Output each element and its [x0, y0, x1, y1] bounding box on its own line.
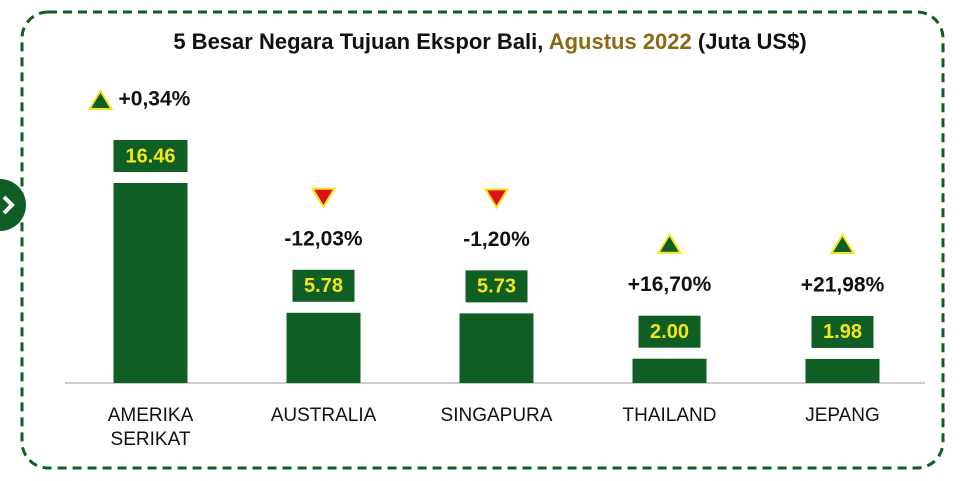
- x-tick-label: JEPANG: [805, 405, 880, 426]
- value-label-box: [638, 315, 701, 348]
- value-label-box: [113, 140, 188, 172]
- bar: [459, 313, 534, 383]
- bar: [286, 312, 361, 383]
- bar: [632, 358, 707, 383]
- chart-title: 5 Besar Negara Tujuan Ekspor Bali, Agust…: [173, 29, 806, 54]
- frame: [20, 10, 945, 470]
- value-label: 5.73: [477, 276, 516, 298]
- value-label: 1.98: [823, 321, 862, 343]
- value-label: 2.00: [650, 321, 689, 343]
- change-label: +21,98%: [801, 273, 885, 296]
- arrow-up: [656, 232, 683, 254]
- value-label-box: [465, 270, 528, 303]
- arrow-up: [87, 89, 114, 110]
- bar: [113, 183, 188, 383]
- change-label: -1,20%: [463, 228, 530, 251]
- change-label: +0,34%: [119, 88, 191, 111]
- nav-chevron: [2, 195, 15, 215]
- x-tick-label: AUSTRALIA: [270, 405, 377, 426]
- x-tick-label: SINGAPURA: [440, 405, 553, 426]
- arrow-down: [483, 188, 510, 210]
- title-main: 5 Besar Negara Tujuan Ekspor Bali,: [173, 29, 543, 54]
- title-unit: (Juta US$): [698, 29, 807, 54]
- x-tick-label: THAILAND: [622, 405, 717, 426]
- change-label: +16,70%: [628, 273, 712, 296]
- value-label-box: [811, 315, 874, 348]
- title-highlight: Agustus 2022: [549, 29, 692, 54]
- value-label: 16.46: [125, 145, 175, 167]
- x-tick-label: AMERIKA SERIKAT: [107, 405, 194, 450]
- arrow-up: [829, 233, 856, 254]
- value-label-box: [292, 269, 355, 302]
- change-label: -12,03%: [284, 227, 363, 250]
- bar: [805, 358, 880, 383]
- arrow-down: [310, 187, 337, 209]
- value-label: 5.78: [304, 275, 343, 297]
